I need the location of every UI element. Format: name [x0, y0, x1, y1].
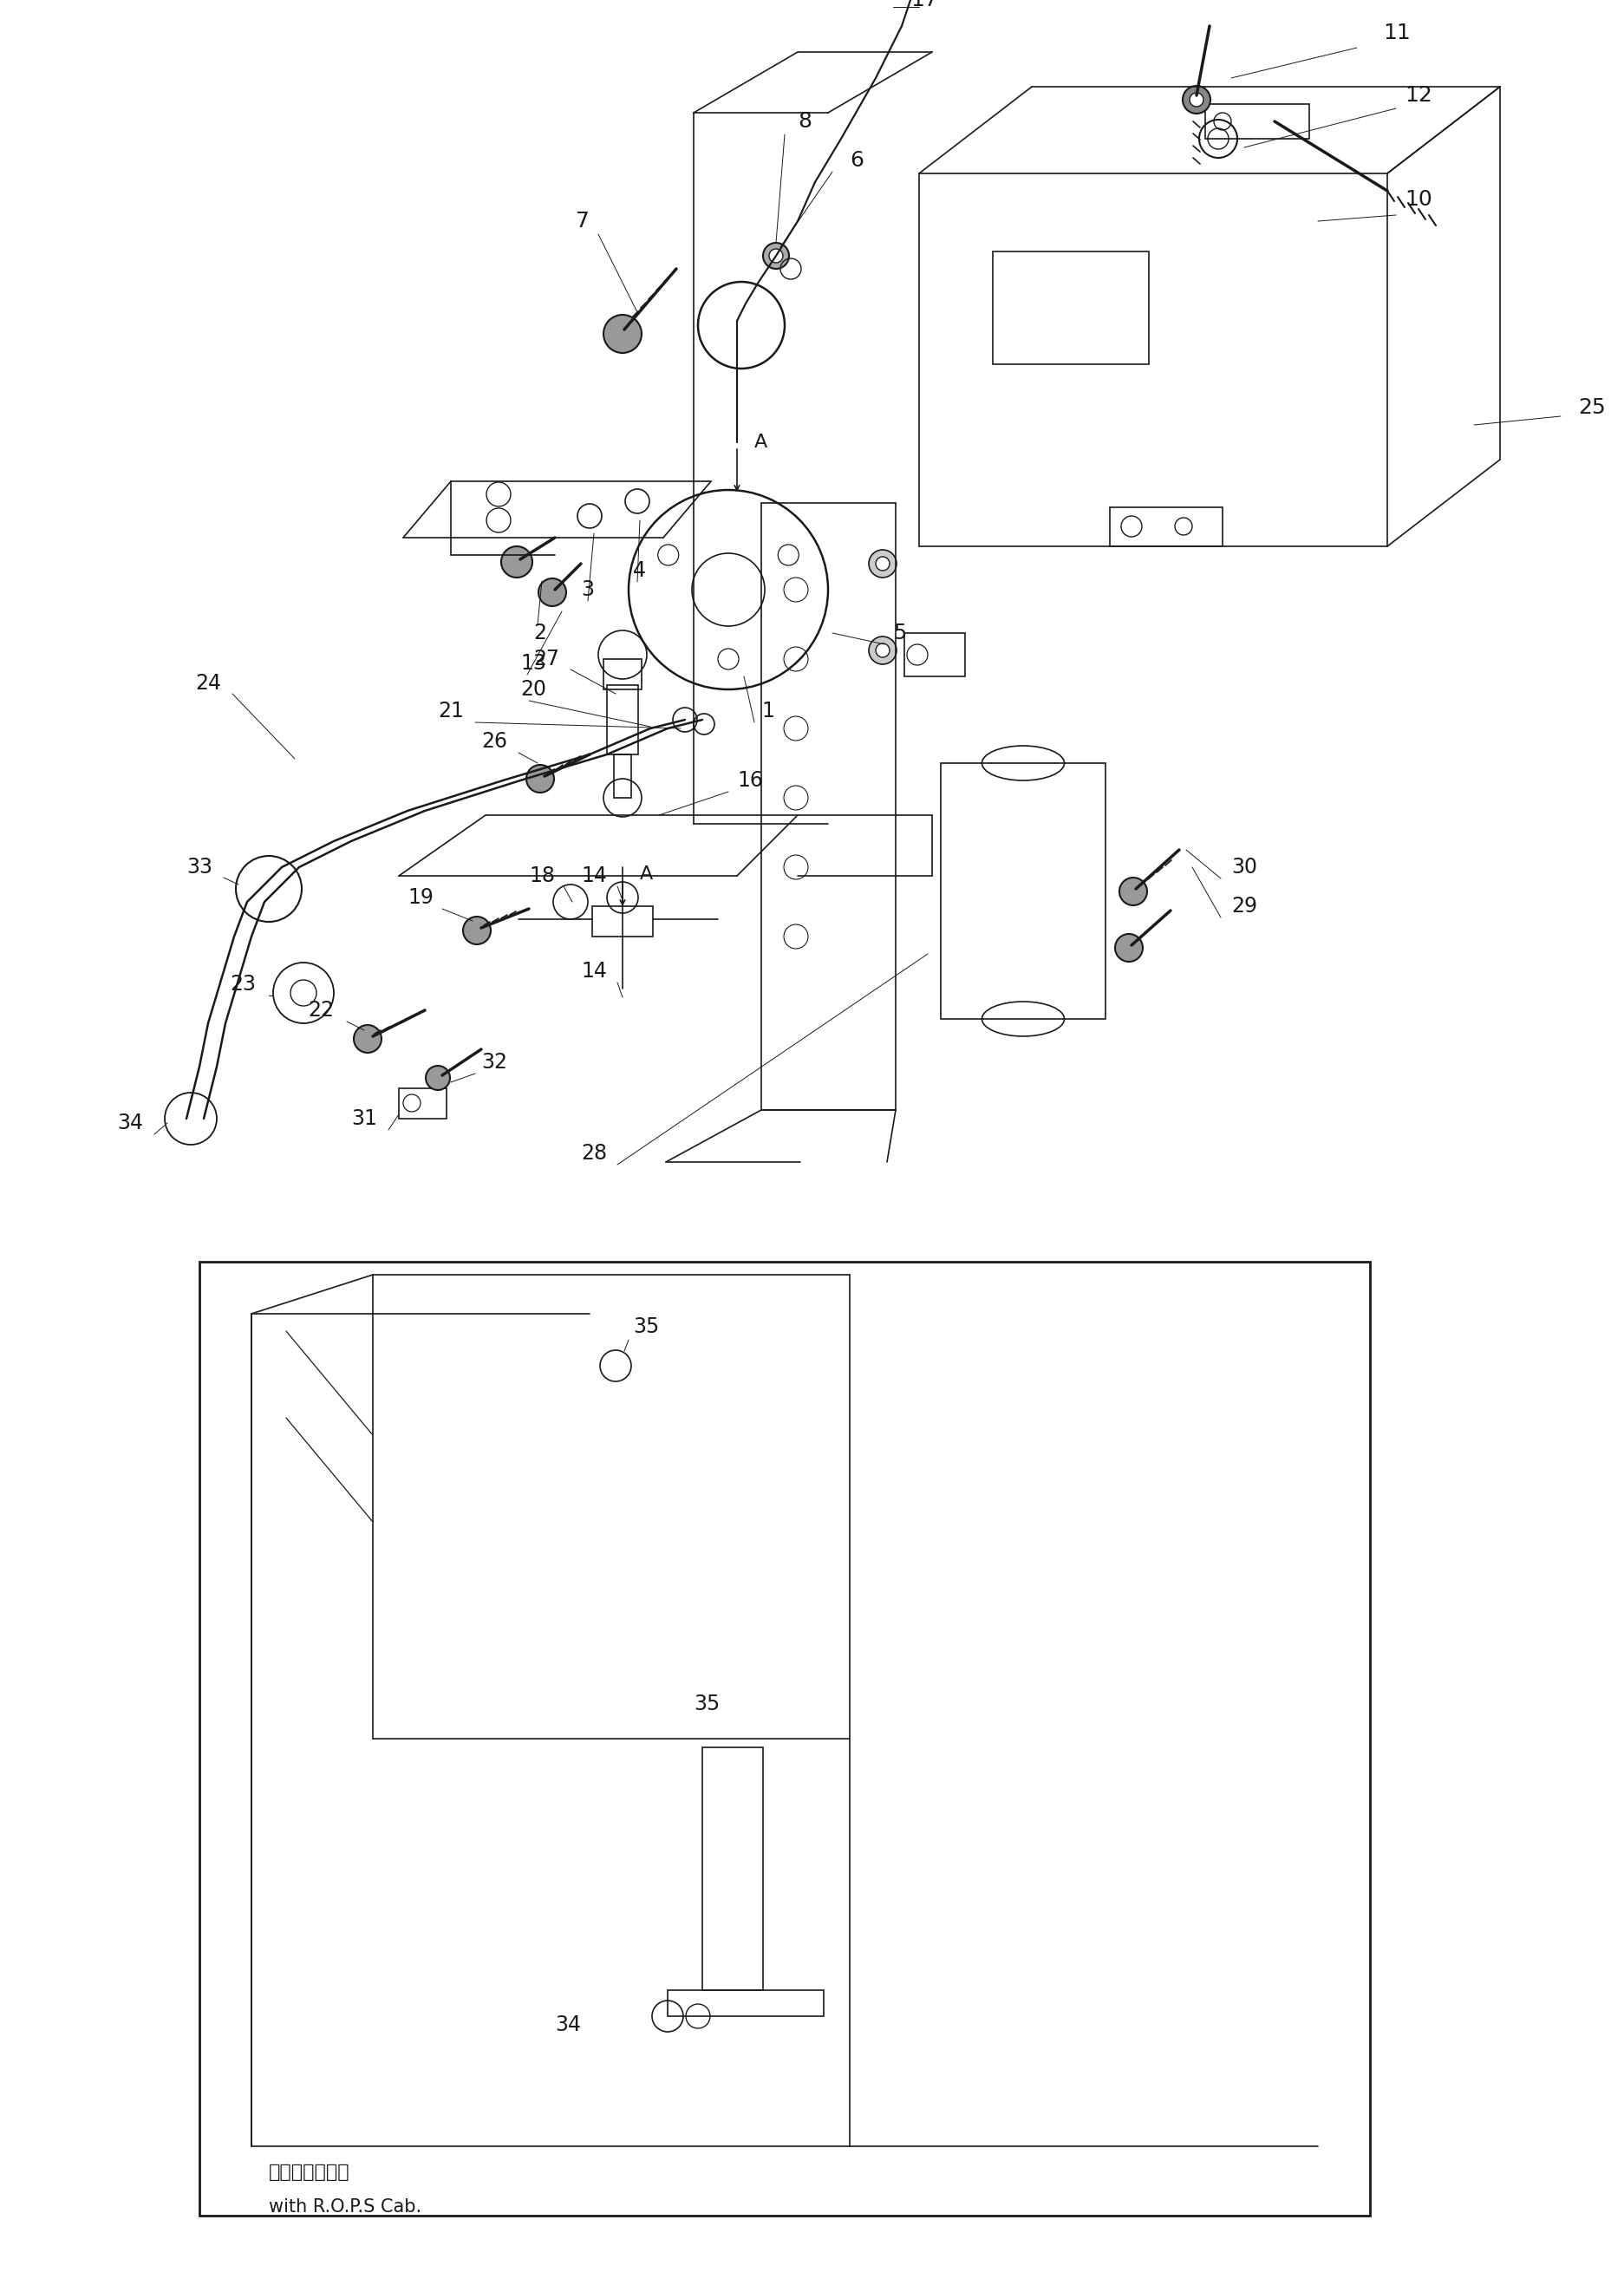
Circle shape	[1190, 93, 1203, 107]
Text: 35: 35	[633, 1315, 659, 1338]
Circle shape	[763, 243, 789, 268]
Text: 23: 23	[229, 975, 257, 995]
Text: 26: 26	[481, 732, 507, 752]
Circle shape	[425, 1066, 450, 1091]
Bar	[702, 1747, 763, 1990]
Text: 13: 13	[520, 652, 546, 675]
Text: 34: 34	[117, 1113, 143, 1134]
Circle shape	[869, 550, 896, 577]
Text: 11: 11	[1384, 23, 1411, 43]
Circle shape	[354, 1025, 382, 1052]
Text: 21: 21	[438, 700, 464, 722]
Text: 2: 2	[533, 623, 546, 643]
Text: 30: 30	[1231, 857, 1257, 877]
Text: with R.O.P.S Cab.: with R.O.P.S Cab.	[270, 2199, 422, 2215]
Bar	[400, 1088, 447, 1118]
Bar	[905, 634, 965, 677]
Bar	[614, 754, 632, 797]
Text: 4: 4	[633, 561, 646, 582]
Text: 3: 3	[581, 579, 594, 600]
Circle shape	[502, 545, 533, 577]
Text: 19: 19	[408, 886, 434, 909]
Bar	[604, 659, 641, 688]
Text: 5: 5	[893, 623, 906, 643]
Bar	[1205, 105, 1309, 139]
Circle shape	[539, 579, 567, 607]
Text: 7: 7	[577, 211, 590, 232]
Circle shape	[869, 636, 896, 663]
Text: 24: 24	[195, 673, 221, 693]
Text: 29: 29	[1231, 895, 1257, 916]
Text: 22: 22	[309, 1000, 335, 1020]
Text: 28: 28	[581, 1143, 607, 1163]
Circle shape	[1116, 934, 1143, 961]
Text: 14: 14	[581, 866, 607, 886]
Circle shape	[1182, 86, 1210, 114]
Text: 20: 20	[520, 679, 546, 700]
Bar	[992, 252, 1148, 364]
Text: 6: 6	[849, 150, 864, 170]
Text: 35: 35	[693, 1693, 719, 1715]
Text: 8: 8	[797, 111, 812, 132]
Text: 18: 18	[529, 866, 555, 886]
Circle shape	[875, 557, 890, 570]
Bar	[607, 686, 638, 754]
Text: 17: 17	[911, 0, 939, 11]
Text: 33: 33	[187, 857, 213, 877]
Bar	[200, 1261, 1371, 2215]
Text: 1: 1	[762, 700, 775, 722]
Text: A: A	[640, 866, 653, 884]
Circle shape	[770, 250, 783, 264]
Text: 32: 32	[481, 1052, 507, 1072]
Text: A: A	[754, 434, 768, 450]
Text: 34: 34	[555, 2015, 581, 2036]
Bar	[1109, 507, 1223, 545]
Bar	[940, 763, 1106, 1018]
Text: 31: 31	[351, 1109, 377, 1129]
Circle shape	[604, 316, 641, 352]
Text: ロフスキャブ付: ロフスキャブ付	[270, 2163, 349, 2181]
Text: 12: 12	[1405, 84, 1432, 107]
Bar	[593, 907, 653, 936]
Text: 10: 10	[1405, 189, 1432, 209]
Circle shape	[875, 643, 890, 657]
Text: 14: 14	[581, 961, 607, 982]
Text: 25: 25	[1579, 398, 1606, 418]
Text: 27: 27	[533, 648, 559, 670]
Text: 16: 16	[737, 770, 763, 791]
Circle shape	[526, 766, 554, 793]
Circle shape	[463, 916, 490, 945]
Circle shape	[1119, 877, 1147, 904]
Bar	[667, 1990, 823, 2015]
